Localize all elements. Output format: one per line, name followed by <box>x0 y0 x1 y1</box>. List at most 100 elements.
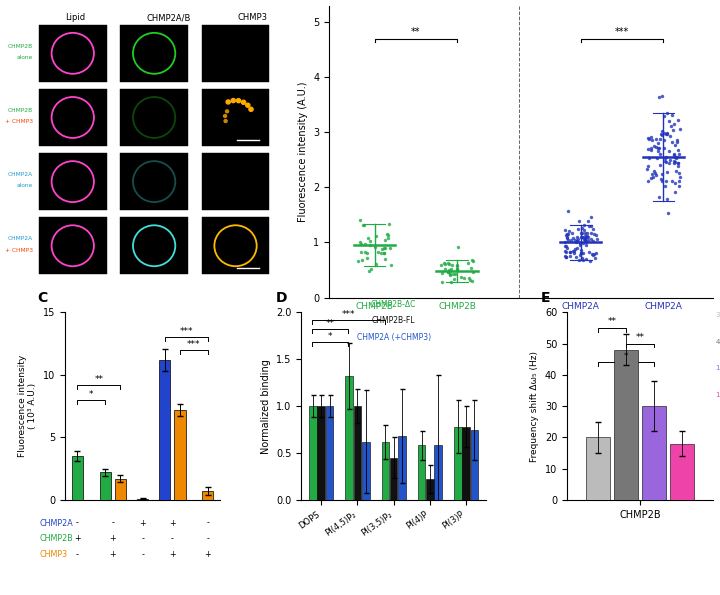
Point <box>587 250 598 259</box>
Point <box>383 219 395 228</box>
Bar <box>670 444 693 500</box>
Point <box>671 152 683 161</box>
Text: C: C <box>37 291 47 305</box>
Point <box>562 229 573 239</box>
Point <box>359 220 370 229</box>
Point <box>667 110 678 120</box>
Point <box>576 223 588 232</box>
Point <box>674 124 685 134</box>
Point <box>443 265 454 275</box>
Text: CHMP2A: CHMP2A <box>8 172 33 177</box>
Bar <box>159 360 171 500</box>
Point <box>462 258 473 267</box>
Point <box>446 264 457 274</box>
Point <box>561 232 572 242</box>
Point <box>669 187 680 197</box>
Bar <box>362 441 369 500</box>
Point <box>653 193 665 202</box>
Point <box>579 228 590 237</box>
Point <box>369 242 381 252</box>
Bar <box>642 406 665 500</box>
Text: -: - <box>141 550 144 559</box>
Point <box>650 134 662 144</box>
Text: A: A <box>4 0 15 3</box>
Point <box>642 133 654 142</box>
Text: -: - <box>141 534 144 543</box>
Point <box>642 164 653 174</box>
Point <box>353 256 364 265</box>
Point <box>571 236 582 245</box>
Point <box>580 240 592 250</box>
Text: +: + <box>109 550 116 559</box>
Bar <box>202 25 269 82</box>
Text: *: * <box>89 390 94 399</box>
Text: +: + <box>109 534 116 543</box>
Point <box>577 232 588 242</box>
Point <box>584 256 595 265</box>
Point <box>652 146 664 155</box>
Text: -: - <box>76 518 78 528</box>
Text: CHMP3: CHMP3 <box>238 13 268 22</box>
Point <box>443 258 454 268</box>
Point <box>674 150 685 159</box>
Point <box>589 229 600 239</box>
Point <box>559 237 571 246</box>
Point <box>560 231 572 240</box>
Point <box>560 252 572 261</box>
Bar <box>99 472 111 500</box>
Point <box>575 246 587 255</box>
Point <box>466 256 477 265</box>
Point <box>665 121 677 130</box>
Point <box>458 273 469 283</box>
Point <box>438 258 450 268</box>
Bar <box>462 427 470 500</box>
Point <box>564 251 575 261</box>
Point <box>583 247 595 256</box>
Point <box>656 170 667 179</box>
Point <box>649 168 661 178</box>
Point <box>451 260 463 270</box>
Point <box>436 268 448 277</box>
Y-axis label: Fluorescence intensity (A.U.): Fluorescence intensity (A.U.) <box>297 82 307 222</box>
Text: 40% DOPS: 40% DOPS <box>716 339 720 345</box>
Point <box>580 232 591 242</box>
Point <box>359 239 370 249</box>
Point <box>572 232 583 242</box>
Point <box>363 234 374 243</box>
Point <box>658 111 670 120</box>
Point <box>590 248 602 258</box>
Point <box>654 134 666 144</box>
Point <box>587 236 598 246</box>
Circle shape <box>223 115 227 117</box>
Point <box>464 275 476 284</box>
Point <box>582 216 594 226</box>
Point <box>672 115 683 124</box>
Point <box>577 255 589 265</box>
Point <box>660 156 671 166</box>
Point <box>657 127 668 136</box>
Point <box>467 277 478 286</box>
Text: **: ** <box>94 375 104 384</box>
Point <box>642 161 654 171</box>
Bar <box>120 89 188 146</box>
Text: 10%DOPS + 10% PI(3,4,5)P₃: 10%DOPS + 10% PI(3,4,5)P₃ <box>716 391 720 397</box>
Point <box>666 137 678 147</box>
Text: D: D <box>276 291 287 305</box>
Point <box>562 243 573 253</box>
Point <box>572 234 584 244</box>
Point <box>463 273 474 282</box>
Point <box>363 267 374 276</box>
Point <box>561 234 572 243</box>
Point <box>449 274 460 283</box>
Text: +: + <box>204 550 211 559</box>
Point <box>356 255 368 264</box>
Point <box>379 236 391 245</box>
Point <box>359 247 370 256</box>
Point <box>451 261 463 271</box>
Point <box>570 237 582 247</box>
Point <box>658 128 670 137</box>
Point <box>564 248 576 257</box>
Point <box>667 125 678 134</box>
Point <box>668 149 680 159</box>
Text: *: * <box>328 333 333 342</box>
